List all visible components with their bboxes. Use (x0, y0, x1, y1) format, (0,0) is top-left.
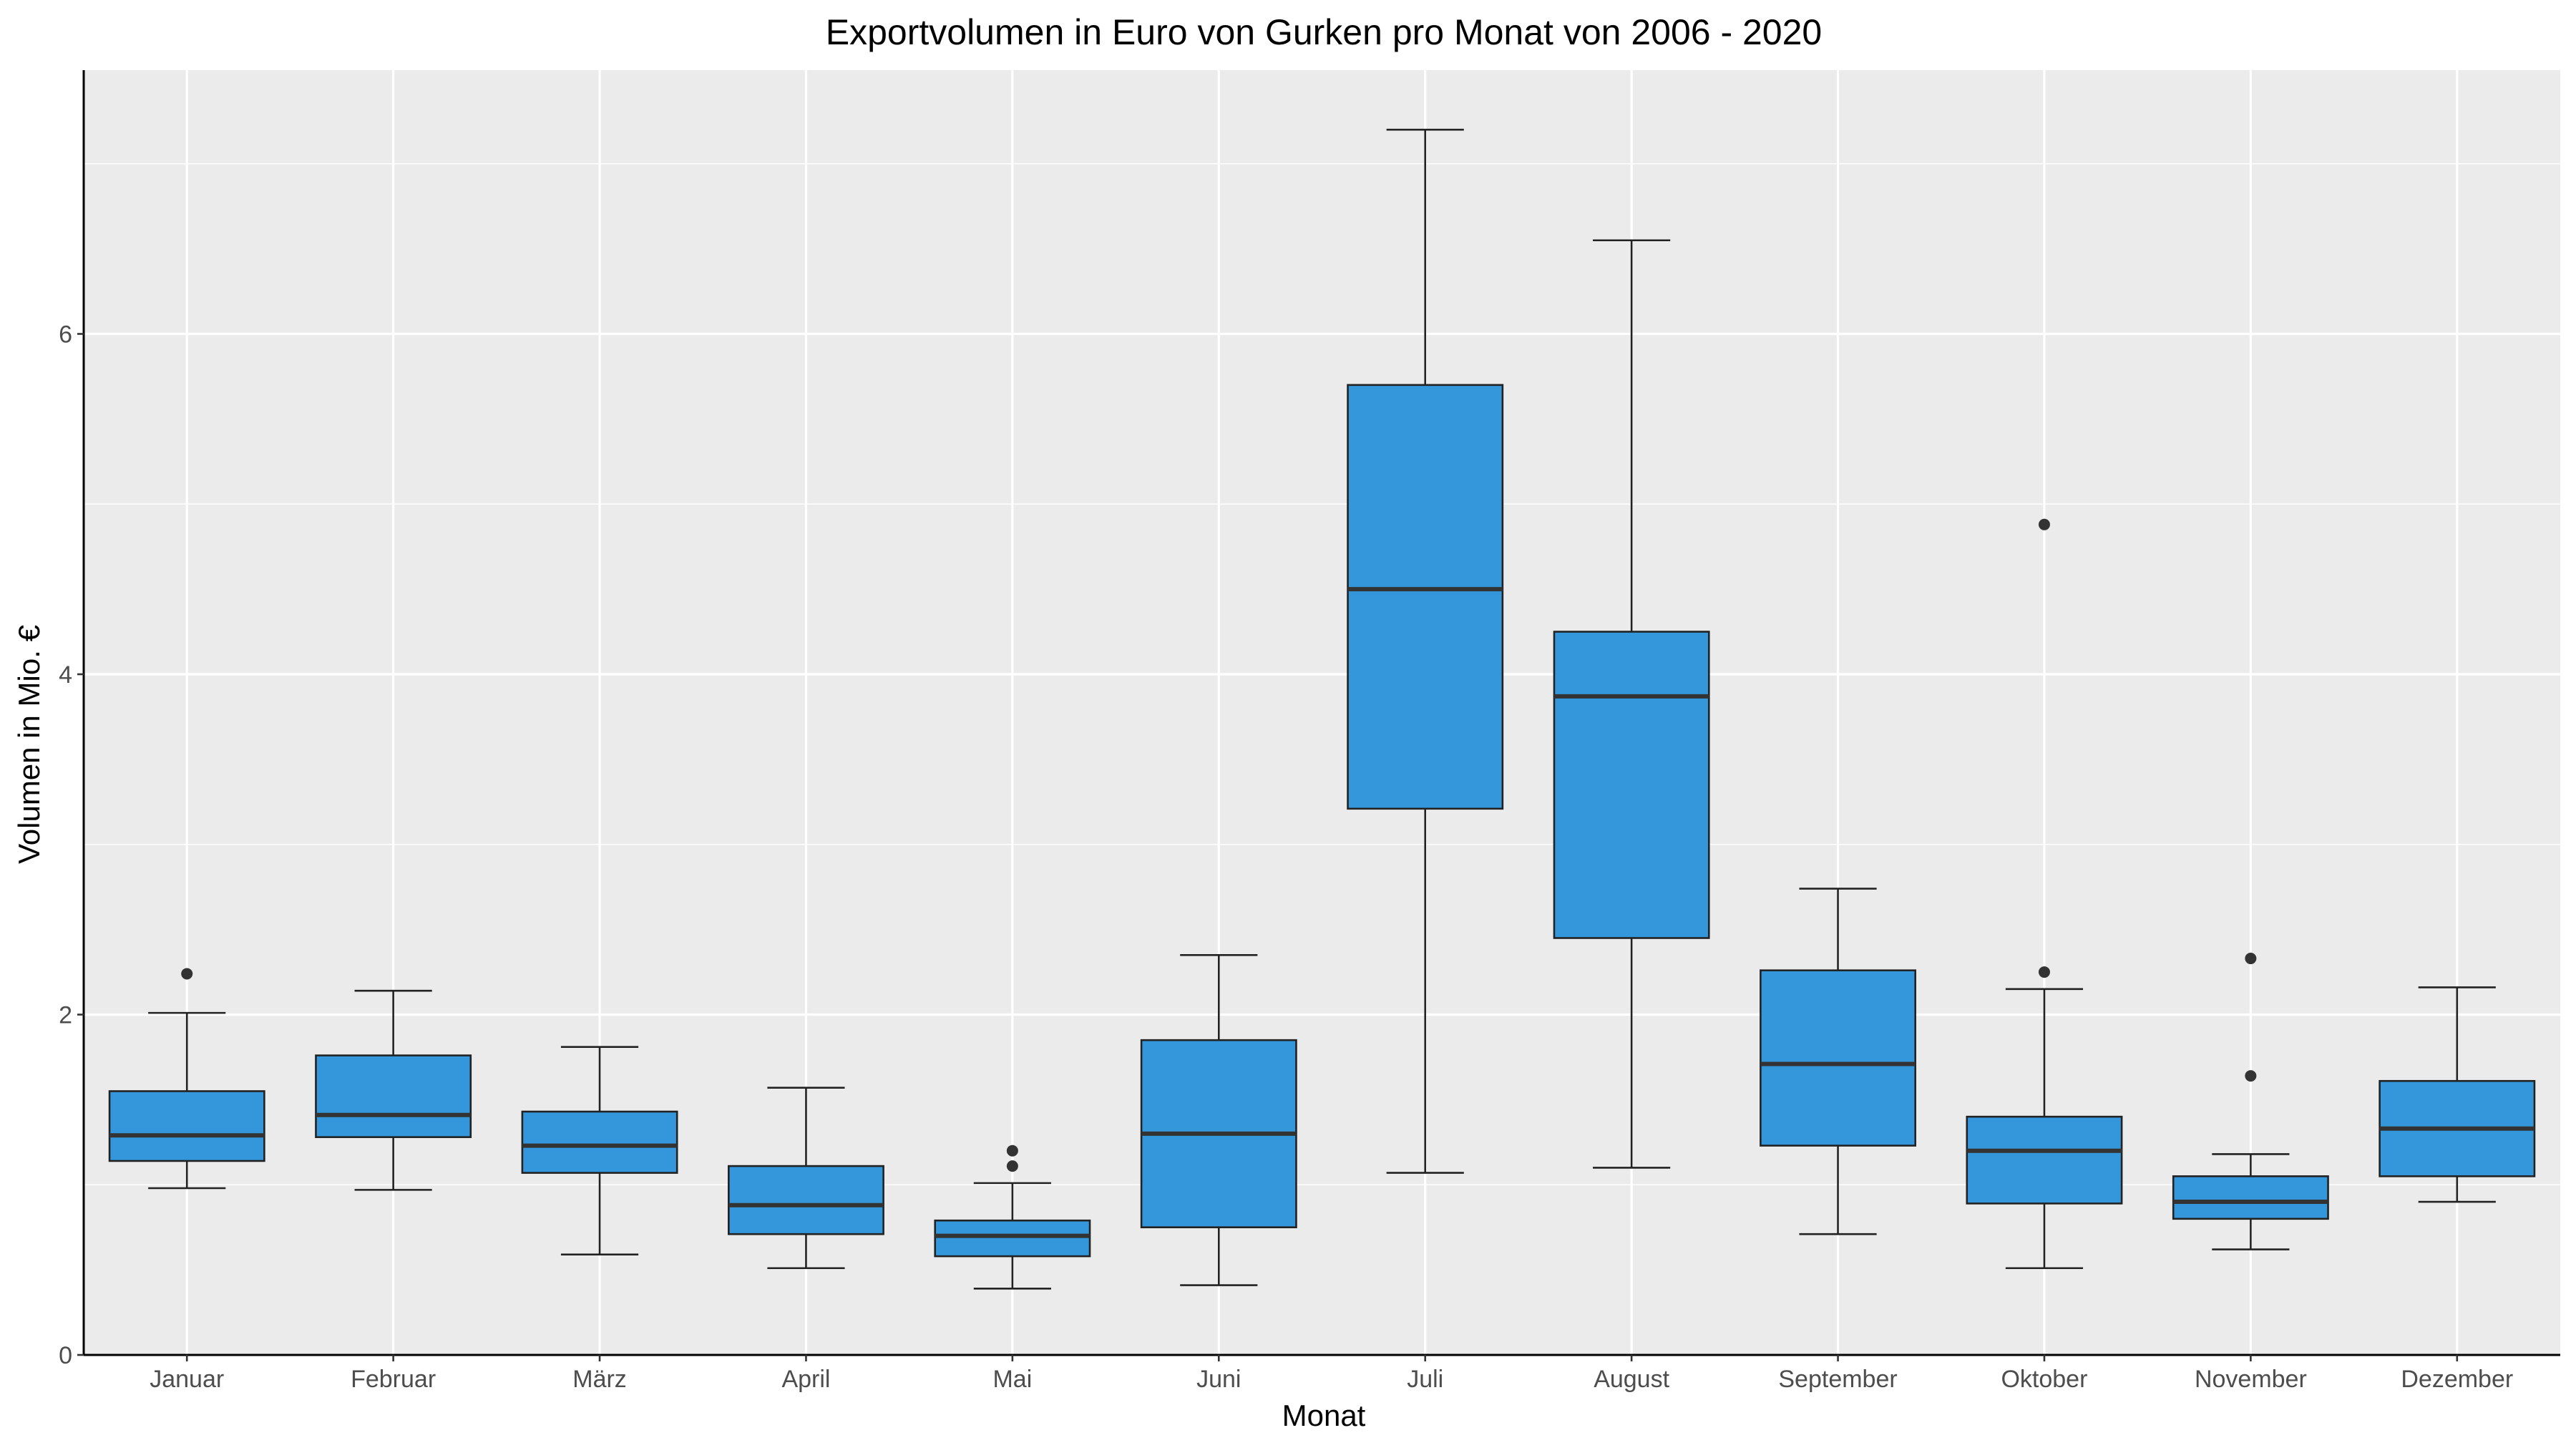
box-mai (934, 1219, 1091, 1258)
outlier-point (181, 968, 193, 980)
x-axis-title: Monat (1282, 1399, 1366, 1432)
outlier-point (2245, 1070, 2257, 1082)
x-tick-label: Januar (150, 1366, 224, 1393)
outlier-point (1006, 1145, 1018, 1157)
box-januar (108, 1090, 265, 1162)
x-tick-label: November (2195, 1366, 2307, 1393)
x-tick-label: Dezember (2401, 1366, 2513, 1393)
x-tick-label: September (1778, 1366, 1897, 1393)
x-tick-label: August (1594, 1366, 1669, 1393)
y-tick-label: 0 (59, 1342, 72, 1369)
y-axis-title: Volumen in Mio. € (12, 625, 46, 864)
y-tick-label: 4 (59, 661, 72, 689)
y-tick-label: 6 (59, 321, 72, 349)
plot-panel (84, 70, 2560, 1355)
chart-title: Exportvolumen in Euro von Gurken pro Mon… (826, 12, 1822, 52)
y-tick-label: 2 (59, 1002, 72, 1029)
box-august (1553, 631, 1710, 939)
x-tick-label: Mai (992, 1366, 1032, 1393)
box-september (1760, 969, 1916, 1147)
box-oktober (1966, 1115, 2123, 1205)
x-tick-label: Juni (1196, 1366, 1241, 1393)
outlier-point (2038, 966, 2050, 978)
box-november (2172, 1175, 2329, 1220)
x-tick-label: Juli (1407, 1366, 1443, 1393)
outlier-point (2245, 953, 2257, 965)
outlier-point (1006, 1160, 1018, 1172)
x-tick-label: Oktober (2001, 1366, 2087, 1393)
x-tick-label: Februar (351, 1366, 436, 1393)
box-februar (315, 1054, 472, 1138)
box-april (728, 1165, 884, 1235)
x-tick-label: März (572, 1366, 627, 1393)
box-juli (1347, 384, 1504, 810)
x-tick-label: April (781, 1366, 830, 1393)
outlier-point (2038, 518, 2050, 530)
box-märz (521, 1110, 678, 1174)
